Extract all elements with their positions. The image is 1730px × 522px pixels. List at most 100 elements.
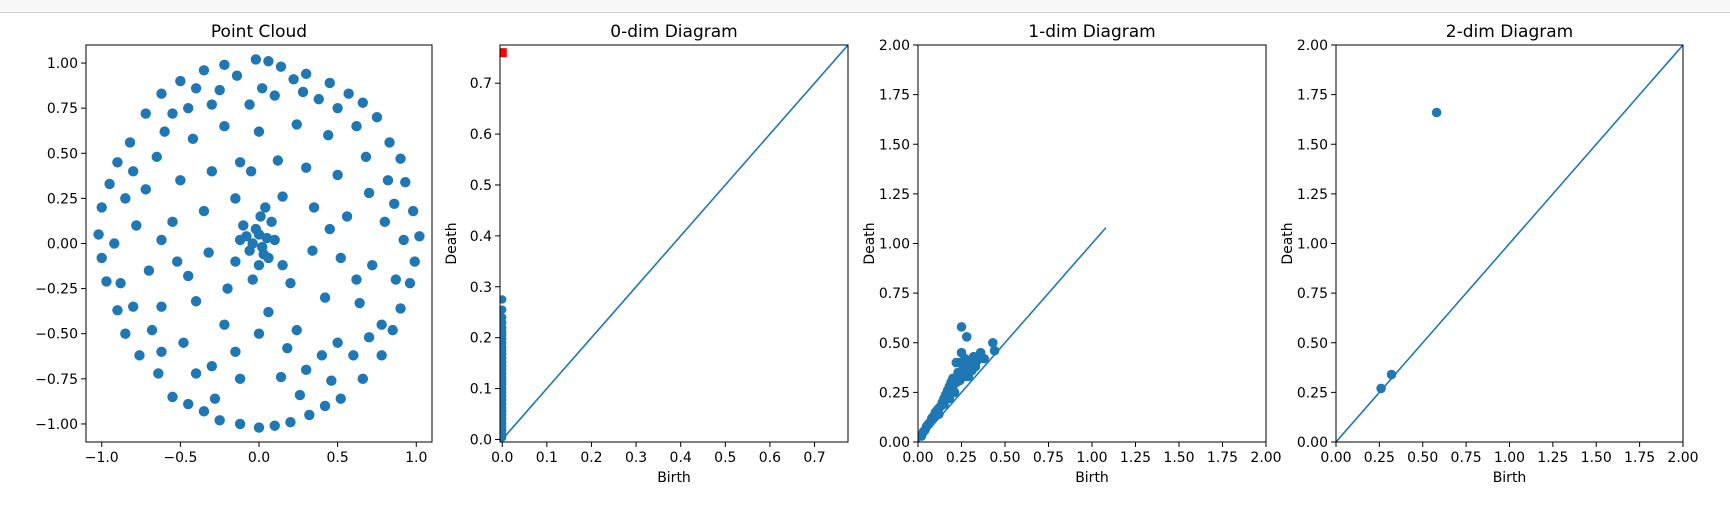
dim0-axes-frame: [499, 44, 849, 443]
cloud-point-123: [159, 126, 170, 137]
dim2-diagram-title: 2-dim Diagram: [1446, 22, 1573, 42]
dim1-xtick-label-2: 0.50: [989, 450, 1020, 466]
cloud-point-50: [285, 416, 296, 428]
cloud-point-43: [153, 368, 164, 379]
cloud-point-11: [288, 74, 299, 85]
cloud-point-57: [360, 151, 372, 163]
dim1-ytick-label-4: 1.00: [879, 237, 910, 253]
cloud-point-92: [203, 247, 214, 258]
dim0-point-1: [500, 305, 507, 314]
cloud-ytick-label-0: −1.00: [35, 417, 78, 433]
point-cloud-title: Point Cloud: [211, 22, 307, 42]
cloud-point-132: [294, 389, 306, 401]
dim0-ytick-label-0: 0.0: [470, 432, 492, 448]
cloud-point-137: [190, 368, 202, 379]
cloud-point-35: [101, 276, 112, 287]
dim0-ytick-label-1: 0.1: [470, 382, 492, 398]
dim0-ylabel: Death: [444, 222, 460, 264]
cloud-point-89: [300, 162, 312, 173]
dim2-ytick-label-3: 0.75: [1297, 286, 1328, 302]
cloud-point-66: [178, 337, 189, 348]
dim2-xlabel: Birth: [1493, 470, 1527, 486]
dim1-xtick-label-6: 1.50: [1163, 450, 1194, 466]
dim2-xtick-label-2: 0.50: [1407, 450, 1438, 466]
dim1-ytick-label-1: 0.25: [879, 385, 910, 401]
cloud-point-77: [175, 175, 186, 186]
cloud-point-21: [332, 102, 343, 114]
cloud-point-83: [190, 296, 202, 307]
cloud-point-56: [151, 151, 162, 163]
dim2-diagram-axes: 2-dim Diagram Birth Death 0.00 0.25 0.50 0.…: [1280, 22, 1699, 486]
dim1-point-45: [960, 371, 970, 382]
dim1-xtick-label-1: 0.25: [946, 450, 977, 466]
cloud-xtick-label-3: 0.5: [327, 450, 349, 466]
cloud-point-62: [143, 265, 155, 276]
cloud-point-37: [112, 305, 123, 316]
cloud-point-20: [244, 99, 255, 110]
dim2-point-2: [1386, 369, 1397, 380]
dim2-xtick-label-0: 0.00: [1320, 450, 1351, 466]
cloud-point-95: [285, 278, 296, 289]
cloud-point-33: [96, 252, 107, 264]
cloud-point-63: [367, 259, 378, 271]
cloud-point-149: [398, 234, 409, 246]
cloud-xtick-label-1: −0.5: [163, 450, 197, 466]
cloud-point-22: [167, 108, 178, 119]
dim1-xtick-label-4: 1.00: [1076, 450, 1107, 466]
cloud-point-9: [343, 88, 354, 99]
cloud-point-49: [214, 415, 225, 426]
cloud-point-39: [120, 328, 131, 339]
dim0-xtick-label-3: 0.3: [625, 450, 647, 466]
cloud-point-98: [230, 193, 241, 204]
cloud-point-54: [198, 406, 210, 417]
cloud-point-0: [250, 54, 262, 65]
cloud-point-34: [409, 256, 420, 267]
dim0-xlabel: Birth: [657, 470, 691, 486]
point-cloud-axes: Point Cloud −1.0 −0.5 0.0 0.5 1.0 −1.00 −0.75 −…: [35, 22, 433, 466]
cloud-point-61: [379, 216, 391, 228]
cloud-xtick-label-2: 0.0: [248, 450, 270, 466]
cloud-point-51: [234, 418, 246, 430]
dim1-xtick-label-8: 2.00: [1250, 450, 1281, 466]
cloud-point-58: [140, 184, 151, 195]
cloud-point-4: [198, 65, 210, 76]
cloud-point-135: [230, 346, 241, 357]
cloud-point-36: [404, 278, 416, 289]
dim0-plot-area: [500, 45, 848, 442]
cloud-point-105: [261, 232, 273, 244]
cloud-point-40: [387, 324, 398, 336]
cloud-point-10: [231, 70, 243, 81]
cloud-point-117: [260, 202, 271, 213]
dim2-ytick-label-0: 0.00: [1297, 435, 1328, 451]
cloud-point-38: [395, 303, 406, 314]
cloud-point-67: [332, 337, 343, 348]
dim0-xtick-label-2: 0.2: [580, 450, 602, 466]
cloud-point-30: [407, 205, 419, 217]
cloud-ytick-label-8: 1.00: [47, 56, 78, 72]
cloud-ytick-label-6: 0.50: [47, 146, 78, 162]
dim2-xtick-label-5: 1.25: [1537, 450, 1568, 466]
cloud-ytick-label-4: 0.00: [47, 237, 78, 253]
cloud-point-144: [324, 223, 335, 235]
dim0-ytick-label-7: 0.7: [470, 76, 492, 92]
dim1-point-41: [948, 383, 958, 394]
cloud-point-28: [400, 176, 411, 188]
cloud-ytick-label-7: 0.75: [47, 101, 78, 117]
cloud-point-111: [255, 211, 266, 222]
dim1-point-42: [939, 399, 949, 410]
cloud-point-48: [319, 400, 331, 412]
cloud-point-55: [304, 409, 315, 421]
dim2-point-0: [1431, 107, 1442, 118]
dim0-xtick-label-4: 0.4: [670, 450, 692, 466]
dim0-point-0: [500, 295, 507, 304]
cloud-point-78: [332, 169, 343, 181]
cloud-point-41: [134, 350, 145, 361]
cloud-point-23: [124, 137, 136, 148]
cloud-ytick-label-3: −0.25: [35, 282, 78, 298]
cloud-point-126: [348, 350, 359, 361]
cloud-point-15: [140, 108, 151, 119]
dim1-point-37: [956, 322, 967, 332]
dim1-ytick-label-6: 1.50: [879, 137, 910, 153]
dim1-point-34: [979, 353, 989, 364]
